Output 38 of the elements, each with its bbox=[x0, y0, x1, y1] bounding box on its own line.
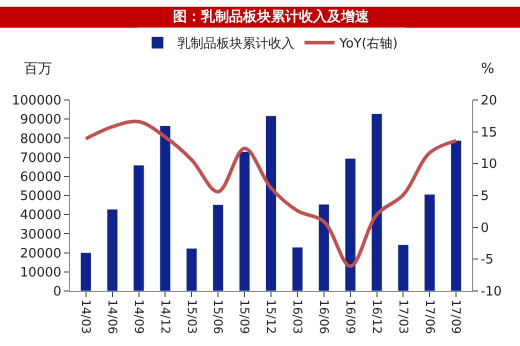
x-tick-label: 15/03 bbox=[184, 299, 199, 334]
x-tick-label: 17/03 bbox=[396, 299, 410, 334]
y-tick-label: 10000 bbox=[20, 265, 62, 280]
x-tick-label: 17/09 bbox=[449, 299, 464, 334]
y2-tick-label: 15 bbox=[480, 125, 498, 140]
x-tick-label: 17/06 bbox=[422, 299, 437, 334]
x-tick-label: 14/09 bbox=[132, 299, 146, 334]
x-tick-label: 16/03 bbox=[290, 299, 305, 334]
x-tick-label: 14/03 bbox=[78, 299, 93, 334]
chart-title: 图：乳制品板块累计收入及增速 bbox=[173, 9, 370, 25]
y-axis-title: 百万 bbox=[24, 61, 52, 77]
x-tick-label: 14/12 bbox=[158, 299, 172, 334]
x-tick-label: 15/09 bbox=[238, 299, 252, 334]
x-tick-label: 14/06 bbox=[105, 299, 120, 334]
x-tick-label: 16/09 bbox=[343, 299, 358, 334]
y-tick-label: 70000 bbox=[20, 150, 62, 166]
x-tick-label: 16/06 bbox=[316, 299, 331, 334]
x-tick-label: 16/12 bbox=[370, 299, 384, 334]
y-tick-label: 0 bbox=[53, 284, 62, 300]
y-tick-label: 80000 bbox=[20, 132, 62, 147]
y-tick-label: 30000 bbox=[20, 227, 62, 242]
x-tick-label: 15/06 bbox=[211, 299, 226, 334]
y-tick-label: 40000 bbox=[20, 208, 62, 224]
y-tick-label: 90000 bbox=[20, 112, 62, 128]
y-tick-label: 60000 bbox=[20, 170, 62, 185]
y2-tick-label: 10 bbox=[480, 157, 498, 172]
y-tick-label: 50000 bbox=[20, 189, 62, 204]
y2-tick-label: 0 bbox=[480, 220, 489, 236]
y2-tick-label: -10 bbox=[480, 284, 502, 300]
y2-tick-label: 5 bbox=[480, 189, 489, 204]
y2-axis-title: % bbox=[481, 61, 494, 77]
y2-tick-label: -5 bbox=[480, 252, 494, 268]
y-tick-label: 100000 bbox=[12, 94, 62, 109]
x-tick-label: 15/12 bbox=[264, 299, 278, 334]
legend-label: 乳制品板块累计收入 bbox=[178, 36, 294, 52]
legend-label: YoY(右轴) bbox=[338, 36, 398, 52]
y-tick-label: 20000 bbox=[20, 246, 62, 262]
y2-tick-label: 20 bbox=[480, 94, 498, 109]
